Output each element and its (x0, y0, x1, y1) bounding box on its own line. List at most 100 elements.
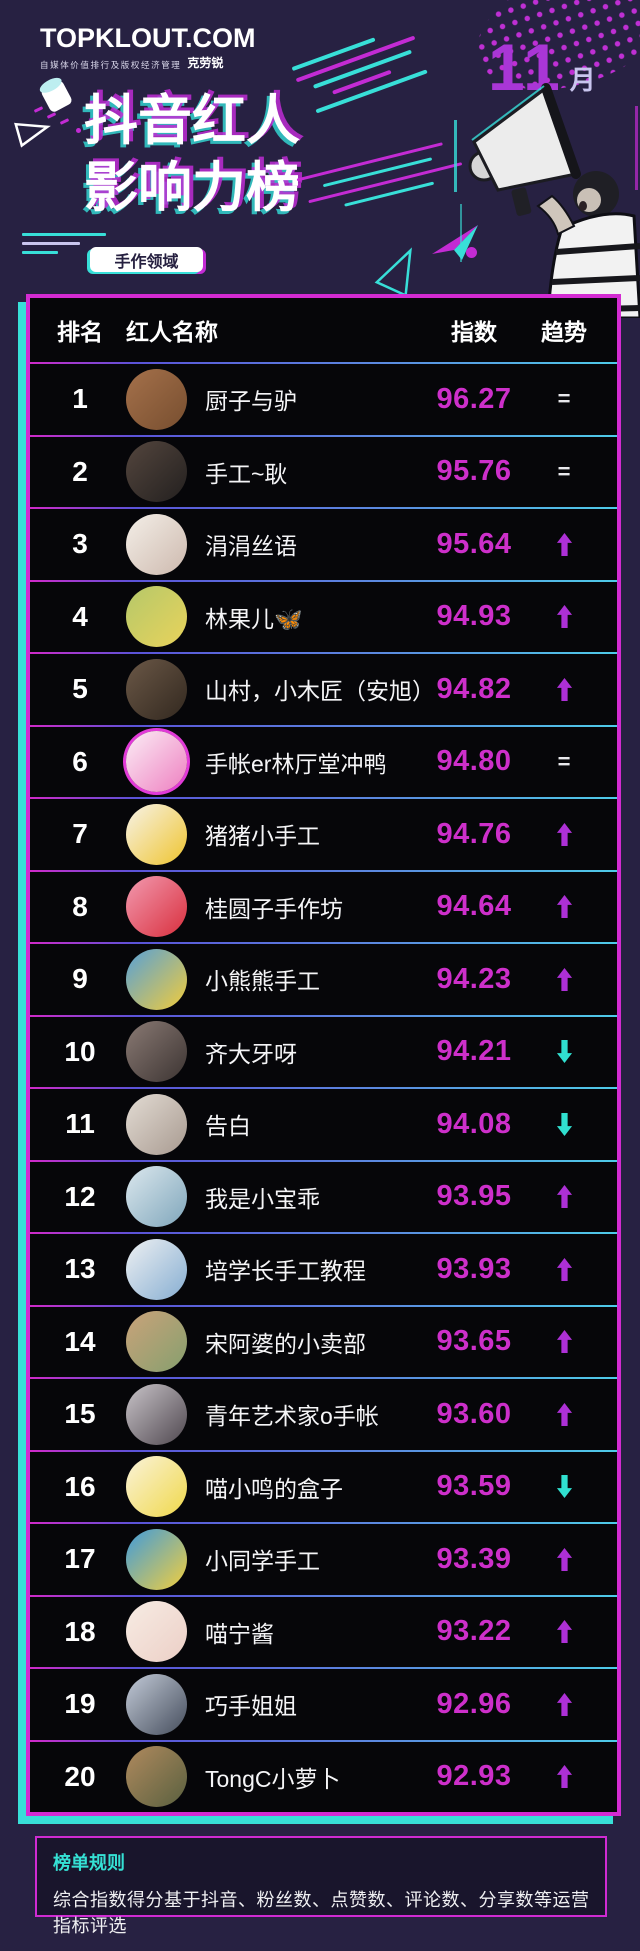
table-body: 1 厨子与驴 96.27 = 2 手工~耿 95.76 = 3 涓涓丝语 95.… (30, 362, 617, 1812)
avatar (126, 586, 187, 648)
brand-suffix: 克劳锐 (187, 56, 224, 70)
influencer-name: 巧手姐姐 (205, 1693, 297, 1720)
trend-up-icon (556, 1402, 573, 1426)
influencer-name: 喵小鸣的盒子 (205, 1475, 343, 1502)
influencer-name: 手工~耿 (205, 460, 288, 487)
rank-cell: 5 (72, 673, 88, 705)
trend-up-icon (556, 1547, 573, 1571)
influencer-name: 山村，小木匠（安旭） (205, 678, 419, 705)
index-value: 95.64 (436, 527, 512, 560)
trend-up-icon (556, 1257, 573, 1281)
index-value: 95.76 (436, 455, 512, 488)
trend-up-icon (556, 1620, 573, 1644)
rank-cell: 19 (64, 1688, 96, 1720)
index-value: 92.93 (436, 1760, 512, 1793)
avatar (126, 1383, 187, 1445)
table-row: 3 涓涓丝语 95.64 (30, 507, 617, 580)
trend-flat-icon: = (557, 458, 571, 484)
table-row: 13 培学长手工教程 93.93 (30, 1232, 617, 1305)
avatar (126, 1601, 187, 1663)
trend-up-icon (556, 1185, 573, 1209)
rank-cell: 9 (72, 963, 88, 995)
rank-cell: 14 (64, 1325, 96, 1357)
avatar (126, 1166, 187, 1228)
trend-up-icon (556, 532, 573, 556)
trend-down-icon (556, 1112, 573, 1136)
rules-text: 综合指数得分基于抖音、粉丝数、点赞数、评论数、分享数等运营指标评选 (53, 1890, 590, 1936)
table-header-row: 排名 红人名称 指数 趋势 (30, 298, 617, 362)
trend-up-icon (556, 967, 573, 991)
influencer-name: TongC小萝卜 (205, 1765, 341, 1792)
avatar (126, 803, 187, 865)
trend-indicator (529, 532, 599, 556)
index-value: 94.82 (436, 672, 512, 705)
table-row: 11 告白 94.08 (30, 1087, 617, 1160)
trend-up-icon (556, 822, 573, 846)
diagonal-stripes-decoration (291, 24, 431, 123)
avatar (126, 513, 187, 575)
trend-indicator (529, 1330, 599, 1354)
table-row: 4 林果儿🦋 94.93 (30, 579, 617, 652)
influencer-name: 告白 (205, 1113, 251, 1140)
rank-cell: 13 (64, 1253, 96, 1285)
table-row: 15 青年艺术家o手帐 93.60 (30, 1377, 617, 1450)
influencer-name: 培学长手工教程 (205, 1258, 366, 1285)
table-row: 12 我是小宝乖 93.95 (30, 1159, 617, 1232)
trend-indicator (529, 605, 599, 629)
influencer-name: 手帐er林厅堂冲鸭 (205, 750, 387, 777)
table-row: 1 厨子与驴 96.27 = (30, 362, 617, 435)
trend-indicator (529, 1185, 599, 1209)
index-value: 94.08 (436, 1107, 512, 1140)
table-row: 8 桂圆子手作坊 94.64 (30, 869, 617, 942)
dash-decoration (59, 118, 70, 125)
trend-indicator: = (529, 750, 599, 772)
trend-indicator (529, 1547, 599, 1571)
index-value: 93.95 (436, 1180, 512, 1213)
speed-lines-decoration (22, 233, 106, 260)
trend-indicator (529, 1402, 599, 1426)
table-row: 10 齐大牙呀 94.21 (30, 1014, 617, 1087)
trend-up-icon (556, 605, 573, 629)
rules-title: 榜单规则 (53, 1853, 125, 1873)
trend-up-icon (556, 677, 573, 701)
influencer-name: 猪猪小手工 (205, 823, 320, 850)
month-badge: 11 月 (488, 34, 596, 100)
trend-down-icon (556, 1475, 573, 1499)
trend-indicator (529, 1692, 599, 1716)
avatar (126, 1673, 187, 1735)
table-row: 7 猪猪小手工 94.76 (30, 797, 617, 870)
rules-box: 榜单规则 综合指数得分基于抖音、粉丝数、点赞数、评论数、分享数等运营指标评选 (35, 1836, 607, 1936)
trend-indicator (529, 1112, 599, 1136)
index-value: 94.93 (436, 600, 512, 633)
avatar (126, 876, 187, 938)
trend-indicator (529, 1620, 599, 1644)
index-value: 93.59 (436, 1470, 512, 1503)
dot-decoration (466, 247, 477, 258)
avatar (126, 441, 187, 503)
rank-cell: 3 (72, 528, 88, 560)
header-index: 指数 (451, 319, 497, 345)
trend-flat-icon: = (557, 386, 571, 412)
brand-name: TOPKLOUT.COM (40, 23, 256, 53)
influencer-name: 宋阿婆的小卖部 (205, 1330, 366, 1357)
rank-cell: 2 (72, 455, 88, 487)
avatar (126, 1021, 187, 1083)
index-value: 94.23 (436, 962, 512, 995)
triangle-outline-icon (14, 122, 51, 148)
cyan-triangle-decoration (374, 247, 412, 298)
table-row: 18 喵宁酱 93.22 (30, 1594, 617, 1667)
rank-cell: 11 (65, 1108, 95, 1140)
trend-indicator (529, 1765, 599, 1789)
avatar (126, 1093, 187, 1155)
index-value: 96.27 (436, 382, 512, 415)
rank-cell: 7 (72, 818, 88, 850)
influencer-name: 涓涓丝语 (205, 533, 297, 560)
title-line1: 抖音红人 (84, 91, 300, 151)
trend-indicator (529, 677, 599, 701)
rank-cell: 18 (64, 1615, 96, 1647)
trend-indicator (529, 1040, 599, 1064)
diagonal-lines-decoration (296, 139, 468, 225)
trend-indicator (529, 822, 599, 846)
trend-indicator (529, 1475, 599, 1499)
